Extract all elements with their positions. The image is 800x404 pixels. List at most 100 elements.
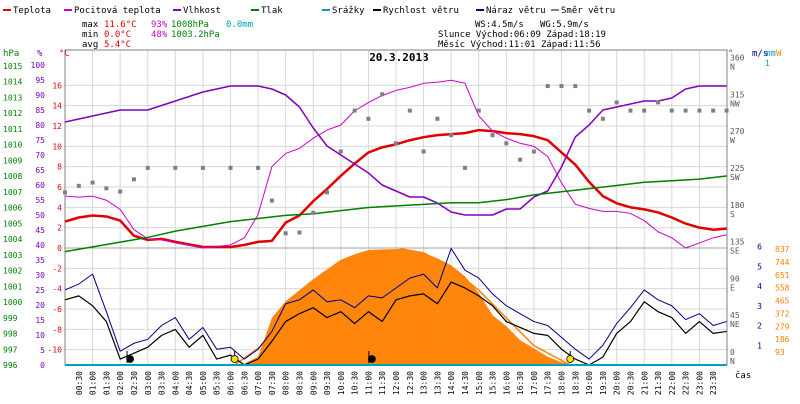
event-markers [126, 351, 575, 363]
pressure-tick-label: 1012 [3, 109, 22, 118]
stats-avg-label: avg [82, 40, 98, 50]
solar-tick-label: 465 [775, 297, 790, 306]
pressure-axis-unit: hPa [3, 49, 19, 59]
wind-direction-point [311, 210, 316, 215]
compass-tick-label: SE [730, 247, 740, 256]
wind-direction-point [545, 84, 550, 89]
wind-direction-point [407, 108, 412, 113]
humidity-tick-label: 85 [35, 106, 45, 115]
time-tick-label: 07:00 [254, 371, 263, 395]
time-tick-label: 16:30 [516, 371, 525, 395]
temperature-tick-label: -10 [48, 346, 63, 355]
pressure-tick-label: 996 [3, 361, 18, 370]
temperature-tick-label: 6 [57, 183, 62, 192]
time-tick-label: 06:30 [240, 371, 249, 395]
humidity-tick-label: 55 [35, 196, 45, 205]
time-tick-label: 06:00 [227, 371, 236, 395]
legend-label-3: Tlak [261, 6, 283, 16]
time-tick-label: 08:30 [295, 371, 304, 395]
stats-max-label: max [82, 20, 99, 30]
wind-direction-point [669, 108, 674, 113]
series-line-3 [64, 175, 727, 253]
pressure-tick-label: 1007 [3, 188, 22, 197]
time-tick-label: 11:30 [378, 371, 387, 395]
humidity-tick-label: 20 [35, 301, 45, 310]
temperature-tick-label: -6 [52, 305, 62, 314]
wind-direction-point [628, 108, 633, 113]
solar-area [230, 248, 576, 366]
solar-tick-label: 279 [775, 322, 790, 331]
stats-avg-temp: 5.4°C [104, 40, 131, 50]
time-tick-label: 07:30 [268, 371, 277, 395]
series-layer [63, 79, 729, 366]
stats-min-temp: 0.0°C [104, 30, 131, 40]
time-tick-label: 22:00 [668, 371, 677, 395]
direction-tick-label: 270 [730, 127, 745, 136]
humidity-tick-label: 25 [35, 286, 45, 295]
wind-direction-point [476, 108, 481, 113]
time-tick-label: 05:00 [199, 371, 208, 395]
direction-tick-label: 45 [730, 311, 740, 320]
time-tick-label: 09:00 [309, 371, 318, 395]
humidity-tick-label: 45 [35, 226, 45, 235]
stats-min-humidity: 48% [151, 30, 168, 40]
temperature-tick-label: -2 [52, 264, 62, 273]
pressure-tick-label: 1015 [3, 62, 22, 71]
pressure-tick-label: 1005 [3, 219, 22, 228]
time-tick-label: 17:30 [544, 371, 553, 395]
stats-min-pressure: 1003.2hPa [171, 30, 220, 40]
wind-direction-point [642, 108, 647, 113]
wind-direction-point [614, 100, 619, 105]
wind-direction-point [656, 100, 661, 105]
axis-units: hPa% °C m/smm W ° [3, 49, 782, 59]
stats-moon-times: Měsíc Východ:11:01 Západ:11:56 [438, 40, 601, 50]
wind-direction-point [297, 230, 302, 235]
compass-tick-label: NW [730, 99, 740, 108]
temperature-tick-label: 2 [57, 224, 62, 233]
time-tick-label: 02:30 [130, 371, 139, 395]
moonset-marker [367, 355, 376, 363]
wind-direction-point [559, 84, 564, 89]
direction-tick-label: 180 [730, 201, 745, 210]
stats-sun-times: Slunce Východ:06:09 Západ:18:19 [438, 30, 606, 40]
solar-tick-label: 558 [775, 284, 790, 293]
wind-direction-point [573, 84, 578, 89]
compass-tick-label: N [730, 63, 735, 72]
rain-axis-unit: mm [765, 49, 776, 59]
legend-label-1: Pocitová teplota [74, 6, 161, 16]
time-tick-label: 12:00 [392, 371, 401, 395]
wind-direction-point [518, 157, 523, 162]
legend-label-4: Srážky [332, 6, 365, 16]
time-tick-label: 13:00 [420, 371, 429, 395]
wind-direction-point [380, 92, 385, 97]
wind-direction-point [683, 108, 688, 113]
wind-direction-point [600, 116, 605, 121]
pressure-tick-label: 999 [3, 314, 18, 323]
humidity-tick-label: 15 [35, 316, 45, 325]
stats-max-humidity: 93% [151, 20, 168, 30]
pressure-tick-label: 1004 [3, 235, 22, 244]
solar-tick-label: 837 [775, 245, 790, 254]
time-tick-label: 03:00 [144, 371, 153, 395]
wind-direction-point [504, 141, 509, 146]
humidity-axis-unit: % [37, 49, 43, 59]
wind-direction-point [269, 198, 274, 203]
temperature-axis-unit: °C [59, 49, 70, 59]
wind-direction-point [711, 108, 716, 113]
compass-tick-label: N [730, 357, 735, 366]
direction-tick-label: 360 [730, 54, 745, 63]
solar-tick-label: 372 [775, 309, 790, 318]
time-tick-label: 10:00 [337, 371, 346, 395]
compass-tick-label: E [730, 283, 735, 292]
pressure-tick-label: 1014 [3, 78, 22, 87]
wind-direction-point [697, 108, 702, 113]
time-tick-label: 10:30 [351, 371, 360, 395]
wind-axis-unit: m/s [752, 49, 768, 59]
wind-direction-point [366, 116, 371, 121]
wind-direction-point [90, 180, 95, 185]
direction-tick-label: 225 [730, 164, 745, 173]
humidity-tick-label: 65 [35, 166, 45, 175]
pressure-tick-label: 1000 [3, 298, 22, 307]
solar-radiation-area [230, 249, 576, 365]
